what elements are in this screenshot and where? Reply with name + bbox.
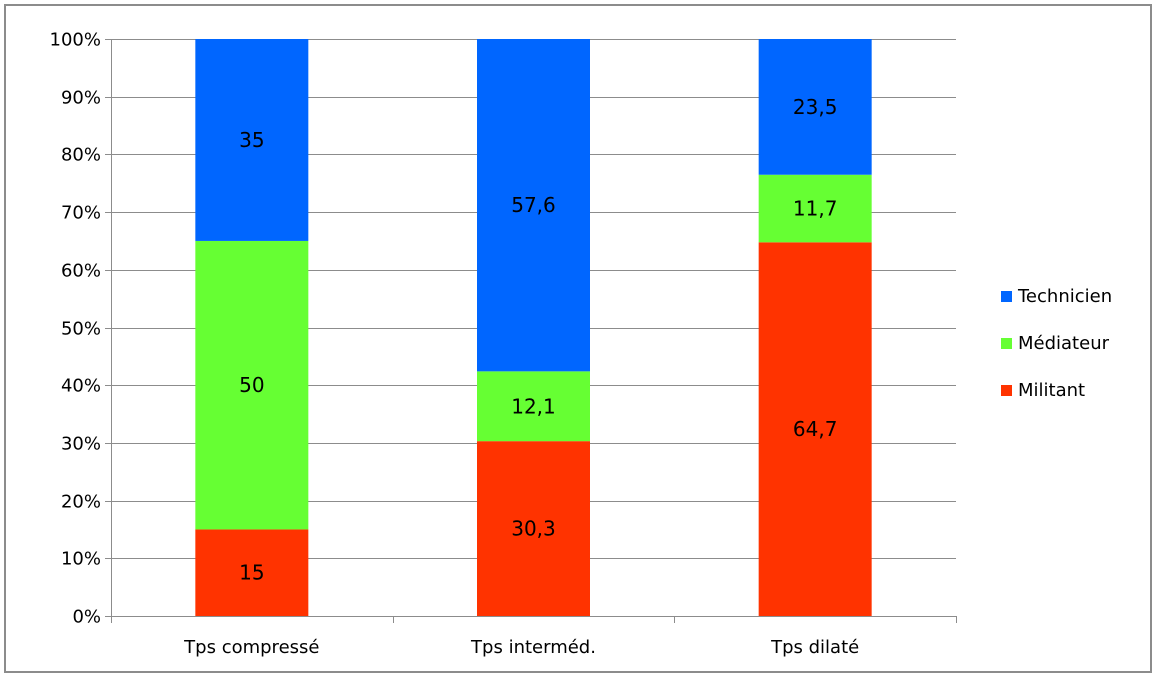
x-tick-label: Tps compressé (183, 637, 319, 658)
axes: 0% 10% 20% 30% 40% 50% 60% 70% 80% 90% 100% Tps com… (50, 30, 957, 658)
chart-frame: 0% 10% 20% 30% 40% 50% 60% 70% 80% 90% 100% Tps com… (4, 4, 1152, 673)
legend-label: Technicien (1017, 286, 1112, 307)
y-tick-label: 90% (61, 88, 101, 109)
data-label: 23,5 (793, 95, 838, 119)
legend: Technicien Médiateur Militant (1001, 286, 1112, 401)
bar-segment-m-diateur (477, 371, 590, 442)
legend-swatch (1001, 291, 1012, 302)
y-tick-label: 70% (61, 203, 101, 224)
bar-segment-technicien (477, 39, 590, 372)
data-label: 64,7 (793, 417, 838, 441)
bar-segment-m-diateur (758, 174, 872, 243)
y-tick-label: 60% (61, 261, 101, 282)
y-tick-label: 30% (61, 434, 101, 455)
data-label: 30,3 (511, 517, 556, 541)
bar-segment-militant (195, 529, 309, 616)
legend-swatch (1001, 338, 1012, 349)
data-label: 50 (239, 373, 264, 397)
legend-label: Médiateur (1018, 333, 1110, 354)
y-tick-label: 40% (61, 376, 101, 397)
y-tick-label: 50% (61, 319, 101, 340)
y-tick-label: 20% (61, 492, 101, 513)
data-label: 57,6 (511, 193, 556, 217)
bar-segment-technicien (758, 39, 872, 175)
data-label: 12,1 (511, 394, 556, 418)
data-label: 35 (239, 128, 264, 152)
x-tick-label: Tps dilaté (770, 637, 859, 658)
legend-swatch (1001, 385, 1012, 396)
bar-segment-technicien (195, 39, 309, 241)
y-tick-label: 0% (72, 607, 101, 628)
x-tick-label: Tps interméd. (470, 637, 596, 658)
bars (195, 39, 872, 616)
data-labels: 15 50 35 30,3 12,1 57,6 64,7 11,7 23,5 (239, 95, 837, 585)
y-tick-label: 80% (61, 145, 101, 166)
y-tick-label: 10% (61, 549, 101, 570)
data-label: 15 (239, 561, 264, 585)
bar-segment-militant (477, 441, 590, 616)
y-tick-label: 100% (50, 30, 101, 51)
stacked-bar-chart: 0% 10% 20% 30% 40% 50% 60% 70% 80% 90% 100% Tps com… (50, 30, 1113, 659)
data-label: 11,7 (793, 197, 838, 221)
bar-segment-m-diateur (195, 240, 309, 530)
legend-label: Militant (1018, 380, 1085, 401)
bar-segment-militant (758, 242, 872, 616)
